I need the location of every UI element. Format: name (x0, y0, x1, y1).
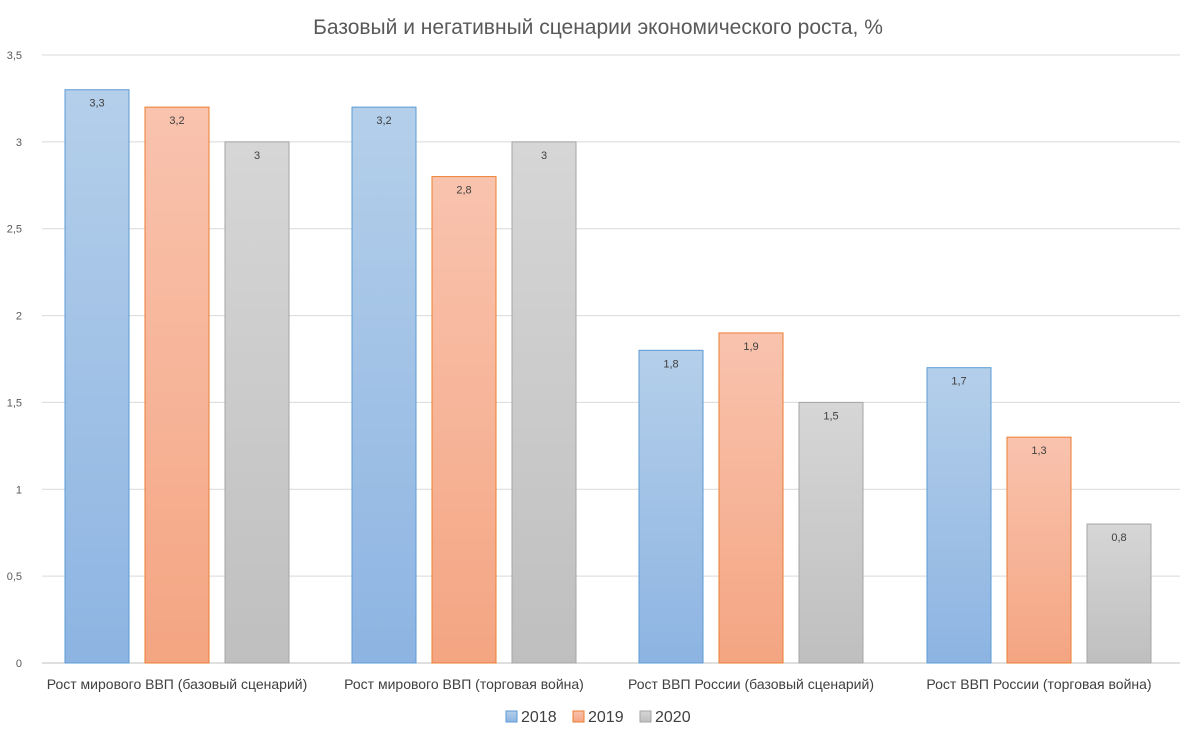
bar-2019-1 (144, 106, 210, 664)
y-tick-label: 3 (16, 137, 22, 149)
y-axis-ticks: 0 0,5 1 1,5 2 2,5 3 3,5 (7, 50, 22, 670)
category-label: Рост ВВП России (базовый сценарий) (628, 676, 874, 692)
bars (64, 89, 1152, 664)
data-label: 1,5 (823, 410, 838, 422)
legend-swatch-2019 (572, 710, 585, 723)
data-label: 1,9 (743, 341, 758, 353)
legend-swatch-2018 (505, 710, 518, 723)
category-label: Рост мирового ВВП (торговая война) (344, 676, 584, 692)
category-label: Рост ВВП России (торговая война) (926, 676, 1151, 692)
chart-title: Базовый и негативный сценарии экономичес… (313, 16, 883, 39)
y-tick-label: 2,5 (7, 224, 22, 236)
y-tick-label: 2 (16, 311, 22, 323)
data-label: 1,3 (1031, 445, 1046, 457)
data-label: 3,3 (89, 98, 104, 110)
bar-2019-3 (718, 332, 784, 664)
bar-2020-3 (798, 401, 864, 664)
bar-2018-1 (64, 89, 130, 664)
legend: 2018 2019 2020 (505, 709, 691, 726)
x-axis-categories: Рост мирового ВВП (базовый сценарий) Рост… (47, 676, 1152, 692)
data-label: 3 (541, 150, 547, 162)
bar-2019-4 (1006, 436, 1072, 664)
bar-2020-2 (511, 141, 577, 664)
data-label: 0,8 (1111, 532, 1126, 544)
data-label: 1,7 (951, 376, 966, 388)
bar-2018-4 (926, 367, 992, 664)
y-tick-label: 0 (16, 658, 22, 670)
bar-2019-2 (431, 176, 497, 664)
bar-2018-2 (351, 106, 417, 664)
data-label: 2,8 (456, 185, 471, 197)
bar-2018-3 (638, 349, 704, 664)
legend-swatch-2020 (639, 710, 652, 723)
y-tick-label: 1,5 (7, 397, 22, 409)
data-label: 3,2 (169, 115, 184, 127)
legend-label-2019: 2019 (588, 709, 624, 726)
legend-label-2020: 2020 (655, 709, 691, 726)
legend-label-2018: 2018 (521, 709, 557, 726)
data-label: 3,2 (376, 115, 391, 127)
y-tick-label: 0,5 (7, 571, 22, 583)
bar-2020-1 (224, 141, 290, 664)
y-tick-label: 3,5 (7, 50, 22, 62)
data-label: 3 (254, 150, 260, 162)
data-labels: 3,3 3,2 3 3,2 2,8 3 1,8 1,9 1,5 1,7 1,3 0,8 (89, 98, 1126, 544)
category-label: Рост мирового ВВП (базовый сценарий) (47, 676, 308, 692)
y-tick-label: 1 (16, 484, 22, 496)
data-label: 1,8 (663, 358, 678, 370)
bar-2020-4 (1086, 523, 1152, 664)
